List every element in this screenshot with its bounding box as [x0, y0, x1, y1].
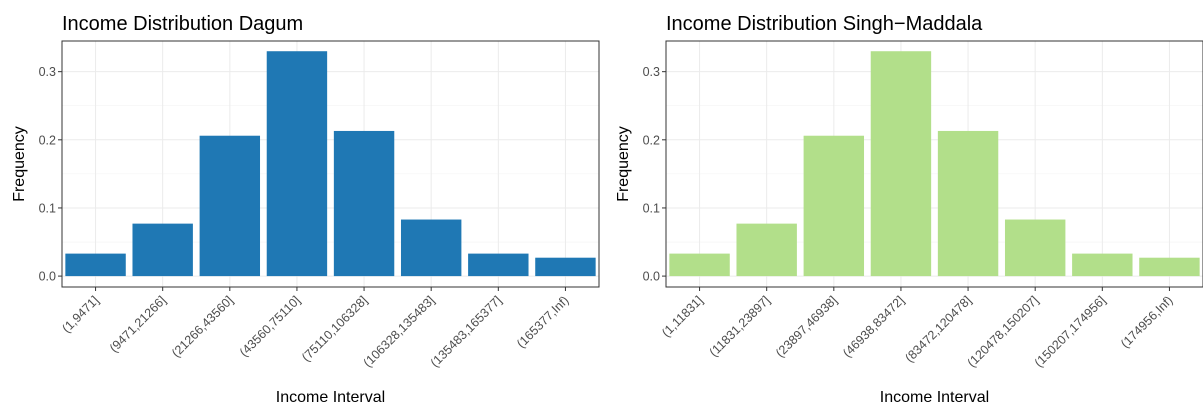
- bar-8: [535, 257, 596, 277]
- y-axis-label: Frequency: [615, 126, 632, 202]
- x-tick-label: (46938,83472]: [840, 293, 907, 360]
- x-tick-label: (11831,23897]: [707, 293, 773, 359]
- x-tick-label: (83472,120478]: [902, 293, 974, 365]
- bar-5: [937, 130, 999, 277]
- x-tick-label: (174956,Inf): [1118, 293, 1176, 351]
- bar-7: [1072, 253, 1133, 277]
- x-tick-label: (75110,106328]: [299, 293, 370, 364]
- bar-6: [400, 219, 462, 277]
- x-tick-label: (120478,150207]: [965, 293, 1042, 370]
- bar-7: [468, 253, 529, 277]
- bar-8: [1139, 257, 1200, 277]
- chart-title: Income Distribution Singh−Maddala: [666, 13, 983, 35]
- bar-6: [1004, 219, 1066, 277]
- bar-1: [65, 253, 126, 277]
- y-tick-label: 0.1: [643, 201, 660, 215]
- x-tick-label: (43560,75110]: [237, 293, 303, 359]
- bar-2: [736, 223, 797, 277]
- x-tick-label: (135483,165377]: [428, 293, 505, 370]
- bar-2: [132, 223, 193, 277]
- y-axis-label: Frequency: [11, 126, 28, 202]
- bar-3: [199, 135, 261, 277]
- bar-3: [803, 135, 865, 277]
- x-tick-label: (165377,Inf): [514, 293, 572, 351]
- y-tick-label: 0.2: [39, 133, 56, 147]
- chart-title: Income Distribution Dagum: [62, 13, 303, 35]
- x-axis-label: Income Interval: [880, 389, 989, 406]
- chart-panel-1: Income Distribution Dagum 0.0 0.1 0.2 0.3 (1,…: [11, 13, 600, 406]
- y-tick-label: 0.3: [39, 65, 56, 79]
- x-tick-label: (1,11831]: [659, 293, 706, 340]
- y-tick-label: 0.3: [643, 65, 660, 79]
- x-axis-label: Income Interval: [276, 389, 385, 406]
- x-tick-label: (1,9471]: [59, 293, 101, 335]
- y-tick-label: 0.0: [39, 270, 56, 284]
- plot-frame: [665, 40, 1203, 288]
- y-tick-label: 0.0: [643, 270, 660, 284]
- y-tick-label: 0.2: [643, 133, 660, 147]
- bar-5: [333, 130, 395, 277]
- plot-frame: [61, 40, 600, 288]
- y-tick-label: 0.1: [39, 201, 56, 215]
- bar-4: [266, 51, 328, 277]
- x-tick-label: (21266,43560]: [169, 293, 236, 360]
- x-tick-label: (150207,174956]: [1032, 293, 1109, 370]
- bar-4: [870, 51, 932, 277]
- bar-1: [669, 253, 730, 277]
- x-tick-label: (9471,21266]: [107, 293, 169, 355]
- x-tick-label: (106328,135483]: [361, 293, 438, 370]
- chart-panel-2: Income Distribution Singh−Maddala 0.0 0.1 0…: [615, 13, 1203, 406]
- x-tick-label: (23897,46938]: [773, 293, 840, 360]
